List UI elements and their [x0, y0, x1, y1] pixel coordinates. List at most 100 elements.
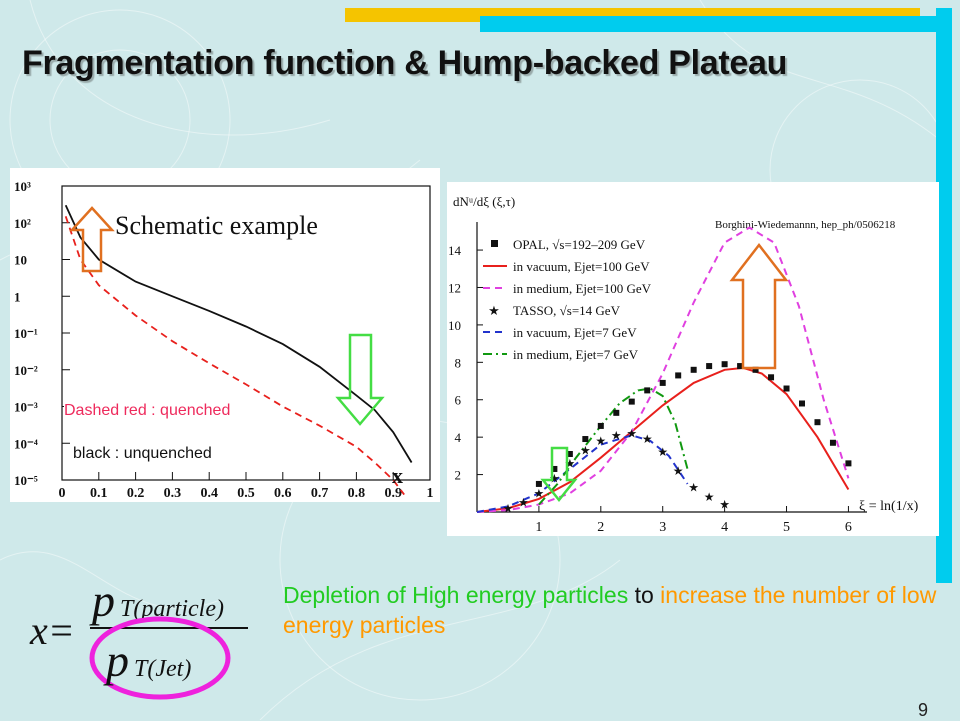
tasso-data-point: ★ [688, 481, 699, 495]
left-y-tick-label: 10³ [14, 179, 31, 194]
right-x-tick-label: 1 [535, 520, 542, 535]
citation: Borghini-Wiedemannn, hep_ph/0506218 [715, 219, 896, 231]
tasso-data-point: ★ [657, 445, 668, 459]
left-y-tick-label: 10² [14, 216, 31, 231]
right-y-tick-label: 4 [455, 430, 462, 445]
right-y-tick-label: 12 [448, 280, 461, 295]
left-y-tick-label: 10⁻⁵ [14, 473, 38, 488]
left-chart-svg: 10³ 10² 10 1 10⁻¹ 10⁻² 10⁻³ 10⁻⁴ 10⁻⁵ 0 0.1 0.2 0.3 0… [14, 179, 434, 512]
opal-data-point [644, 387, 651, 394]
left-y-tick-label: 10⁻³ [14, 400, 38, 415]
legend-label: in medium, Ejet=100 GeV [513, 281, 652, 296]
right-x-tick-label: 6 [845, 520, 852, 535]
schematic-example-label: Schematic example [115, 211, 318, 240]
tasso-data-point: ★ [518, 496, 529, 510]
opal-data-point [582, 436, 589, 443]
left-x-tick-label: 0.9 [384, 486, 402, 501]
x-axis-fragment: z [242, 498, 247, 502]
right-x-tick-label: 2 [597, 520, 604, 535]
slide-title: Fragmentation function & Hump-backed Pla… [22, 44, 788, 82]
curve-in-medium-ejet-100-gev [476, 226, 850, 513]
opal-data-point [721, 361, 728, 368]
opal-data-point [737, 363, 744, 370]
legend-label: in vacuum, Ejet=100 GeV [513, 259, 650, 274]
opal-data-point [535, 480, 542, 487]
left-y-tick-label: 10⁻⁴ [14, 436, 38, 451]
opal-data-point [752, 366, 759, 373]
tasso-data-point: ★ [503, 501, 514, 515]
formula-denominator-sub: T(Jet) [134, 656, 191, 682]
opal-data-point [613, 409, 620, 416]
opal-data-point [551, 465, 558, 472]
legend-label: in vacuum, Ejet=7 GeV [513, 325, 637, 340]
page-number: 9 [918, 700, 929, 720]
tasso-data-point: ★ [719, 498, 730, 512]
left-x-tick-label: 0.3 [164, 486, 182, 501]
right-y-axis-label: dNᵘ/dξ (ξ,τ) [453, 194, 515, 209]
left-x-tick-label: 0.2 [127, 486, 145, 501]
down-arrow-quenched [335, 333, 385, 426]
up-arrow-medium-peak [729, 242, 789, 370]
down-arrow-low-xi [540, 446, 578, 503]
dashed-red-quenched-label: Dashed red : quenched [64, 402, 231, 420]
left-y-tick-label: 1 [14, 289, 21, 304]
tasso-data-point: ★ [534, 486, 545, 500]
opal-data-point [814, 419, 821, 426]
up-arrow-quenched [69, 206, 115, 273]
left-y-tick-label: 10⁻¹ [14, 326, 38, 341]
left-x-tick-label: 1 [427, 486, 434, 501]
opal-data-point [706, 363, 713, 370]
opal-data-point [628, 398, 635, 405]
right-x-axis-label: ξ = ln(1/x) [859, 499, 919, 514]
momentum-fraction-formula: x= p T(particle) p T(Jet) [26, 572, 276, 702]
jet-momentum-highlight [89, 616, 231, 700]
left-x-tick-label: 0.8 [348, 486, 366, 501]
opal-data-point [783, 385, 790, 392]
x-marker: x [392, 463, 403, 488]
right-y-tick-label: 6 [455, 393, 462, 408]
left-y-tick-label: 10 [14, 253, 27, 268]
quenched-curve [64, 216, 405, 496]
depletion-statement: Depletion of High energy particles to in… [283, 580, 943, 640]
left-x-tick-label: 0 [59, 486, 66, 501]
unquenched-curve [64, 204, 413, 463]
fragmentation-function-plot: 10³ 10² 10 1 10⁻¹ 10⁻² 10⁻³ 10⁻⁴ 10⁻⁵ 0 0.1 0.2 0.3 0… [10, 168, 440, 512]
right-y-tick-label: 10 [448, 318, 461, 333]
black-unquenched-label: black : unquenched [73, 445, 212, 463]
opal-data-point [768, 374, 775, 381]
right-x-tick-label: 4 [721, 520, 728, 535]
opal-data-point [829, 439, 836, 446]
tasso-data-point: ★ [673, 464, 684, 478]
legend-label: TASSO, √s=14 GeV [513, 303, 621, 318]
right-y-tick-label: 8 [455, 355, 462, 370]
left-y-tick-label: 10⁻² [14, 363, 38, 378]
legend-marker [491, 240, 498, 247]
right-cyan-bar [936, 8, 952, 583]
opal-data-point [799, 400, 805, 407]
right-x-tick-label: 5 [783, 520, 790, 535]
tasso-data-point: ★ [704, 490, 715, 504]
formula-denominator-p: p [103, 635, 129, 686]
left-x-tick-label: 0.1 [90, 486, 108, 501]
tasso-data-point: ★ [580, 443, 591, 457]
left-x-tick-label: 0.7 [311, 486, 329, 501]
legend-label: in medium, Ejet=7 GeV [513, 347, 639, 362]
depletion-green-text: Depletion of High energy particles [283, 582, 629, 608]
formula-numerator-p: p [89, 575, 115, 626]
tasso-data-point: ★ [595, 434, 606, 448]
right-chart-svg: dNᵘ/dξ (ξ,τ) Borghini-Wiedemannn, hep_ph… [448, 194, 919, 535]
right-x-tick-label: 3 [659, 520, 666, 535]
left-x-tick-label: 0.6 [274, 486, 292, 501]
tasso-data-point: ★ [549, 471, 560, 485]
formula-lhs: x= [29, 608, 75, 653]
tasso-data-point: ★ [626, 426, 637, 440]
tasso-data-point: ★ [642, 432, 653, 446]
tasso-data-point: ★ [564, 456, 575, 470]
opal-data-point [845, 460, 852, 467]
opal-data-point [675, 372, 682, 379]
left-x-tick-label: 0.5 [237, 486, 255, 501]
right-y-tick-label: 14 [448, 243, 462, 258]
opal-data-point [597, 422, 604, 429]
legend-label: OPAL, √s=192–209 GeV [513, 237, 646, 252]
legend-marker: ★ [488, 303, 500, 318]
